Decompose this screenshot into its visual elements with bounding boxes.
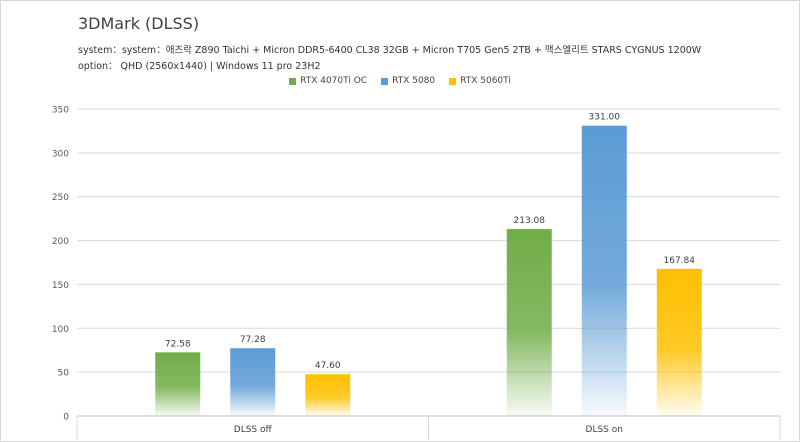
bar [656, 268, 702, 416]
y-tick-label: 0 [63, 413, 69, 423]
option-info: option： QHD (2560x1440) | Windows 11 pro… [78, 61, 321, 72]
data-label: 213.08 [514, 216, 546, 226]
y-tick-label: 250 [52, 193, 69, 203]
legend-label: RTX 5080 [392, 76, 436, 86]
y-tick-label: 100 [52, 325, 69, 335]
bar [155, 352, 201, 416]
bar [305, 374, 351, 416]
bar [506, 229, 552, 416]
legend-swatch [381, 77, 389, 85]
legend-swatch [289, 77, 297, 85]
data-label: 331.00 [589, 113, 621, 123]
y-tick-label: 50 [58, 369, 70, 379]
legend-swatch [449, 77, 457, 85]
legend-label: RTX 5060Ti [460, 76, 511, 86]
bar [581, 125, 627, 416]
legend-item-5080: RTX 5080 [381, 76, 435, 86]
x-tick-label: DLSS off [234, 425, 273, 435]
y-tick-label: 350 [52, 106, 69, 116]
y-tick-label: 150 [52, 281, 69, 291]
y-tick-label: 300 [52, 149, 69, 159]
x-tick-label: DLSS on [586, 425, 623, 435]
data-label: 167.84 [664, 256, 696, 266]
legend-item-4070ti: RTX 4070Ti OC [289, 76, 367, 86]
bar [230, 348, 276, 416]
data-label: 47.60 [315, 361, 341, 371]
legend-label: RTX 4070Ti OC [300, 76, 368, 86]
legend: RTX 4070Ti OC RTX 5080 RTX 5060Ti [0, 76, 800, 86]
data-label: 72.58 [165, 339, 191, 349]
chart-title: 3DMark (DLSS) [78, 14, 200, 33]
data-label: 77.28 [240, 335, 266, 345]
y-tick-label: 200 [52, 237, 69, 247]
system-info: system：system：애즈락 Z890 Taichi + Micron D… [78, 45, 702, 56]
legend-item-5060ti: RTX 5060Ti [449, 76, 511, 86]
